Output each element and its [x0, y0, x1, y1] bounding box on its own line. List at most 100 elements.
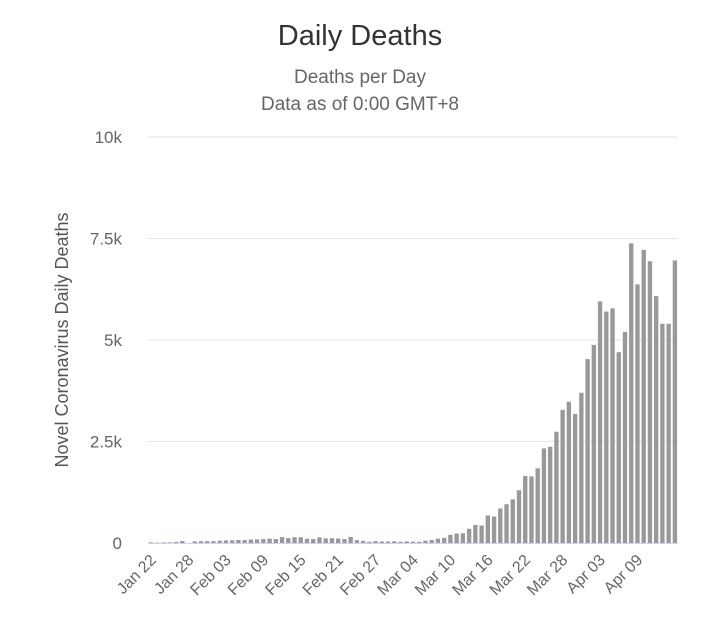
bar[interactable]: [161, 542, 166, 543]
bar[interactable]: [604, 311, 609, 543]
bar[interactable]: [329, 538, 335, 543]
bar[interactable]: [547, 446, 553, 543]
bar[interactable]: [211, 541, 216, 543]
bar[interactable]: [254, 539, 260, 543]
y-tick-label: 0: [113, 534, 122, 553]
bar[interactable]: [616, 352, 621, 543]
bar[interactable]: [360, 540, 366, 543]
bar[interactable]: [641, 249, 646, 543]
x-tick-label: Feb 15: [262, 552, 309, 599]
bar[interactable]: [410, 541, 416, 543]
bar[interactable]: [441, 537, 447, 543]
bar[interactable]: [491, 516, 497, 543]
bar[interactable]: [523, 476, 528, 543]
bar[interactable]: [292, 537, 297, 543]
bar[interactable]: [448, 534, 453, 543]
y-tick-label: 2.5k: [90, 433, 123, 452]
bar[interactable]: [385, 541, 391, 543]
bar[interactable]: [279, 537, 285, 543]
bar[interactable]: [579, 392, 584, 543]
bar[interactable]: [647, 261, 653, 543]
bar[interactable]: [504, 504, 509, 543]
bar[interactable]: [192, 541, 197, 543]
bar[interactable]: [404, 541, 409, 543]
bar[interactable]: [229, 540, 235, 543]
bar[interactable]: [516, 490, 522, 543]
bar[interactable]: [242, 540, 247, 543]
bar[interactable]: [373, 541, 378, 543]
bar[interactable]: [217, 540, 222, 543]
y-tick-label: 10k: [95, 128, 123, 147]
x-tick-label: Apr 03: [564, 552, 609, 597]
grid-lines: [148, 136, 678, 442]
x-tick-label: Jan 22: [114, 552, 160, 598]
bar[interactable]: [429, 539, 434, 543]
chart-subtitle: Deaths per Day: [293, 67, 426, 88]
bar[interactable]: [248, 539, 254, 543]
x-tick-label: Apr 09: [601, 552, 646, 597]
bar[interactable]: [560, 409, 565, 543]
bar[interactable]: [286, 538, 291, 543]
bar[interactable]: [566, 401, 572, 543]
bar[interactable]: [498, 508, 503, 543]
bar[interactable]: [629, 243, 634, 543]
bar[interactable]: [529, 476, 534, 543]
y-tick-label: 7.5k: [90, 230, 123, 249]
bar[interactable]: [541, 448, 547, 543]
bar[interactable]: [392, 541, 397, 543]
x-tick-label: Mar 22: [487, 552, 534, 599]
bar[interactable]: [317, 537, 322, 543]
bar[interactable]: [423, 540, 428, 543]
bar[interactable]: [479, 525, 484, 544]
bar[interactable]: [622, 331, 628, 543]
bar[interactable]: [335, 538, 341, 543]
bar[interactable]: [261, 539, 266, 543]
bar[interactable]: [653, 296, 659, 543]
bar[interactable]: [485, 515, 490, 543]
bar[interactable]: [591, 344, 596, 543]
x-tick-label: Feb 21: [300, 552, 347, 599]
bar[interactable]: [635, 284, 640, 543]
bar[interactable]: [454, 533, 459, 543]
bar[interactable]: [323, 538, 328, 543]
bar[interactable]: [597, 301, 603, 543]
bar[interactable]: [572, 413, 578, 543]
bar[interactable]: [180, 541, 185, 543]
y-axis-label: Novel Coronavirus Daily Deaths: [52, 212, 72, 467]
bar[interactable]: [473, 524, 478, 543]
bar[interactable]: [660, 323, 665, 543]
bar[interactable]: [398, 541, 403, 543]
bar[interactable]: [466, 528, 472, 543]
bar[interactable]: [510, 499, 515, 543]
x-tick-label: Mar 28: [524, 552, 571, 599]
bar[interactable]: [610, 308, 615, 543]
bar[interactable]: [435, 538, 441, 543]
bar[interactable]: [417, 541, 422, 543]
bar[interactable]: [460, 533, 466, 543]
bar[interactable]: [585, 359, 590, 543]
bar[interactable]: [354, 540, 360, 543]
bar[interactable]: [223, 540, 229, 543]
bar[interactable]: [267, 538, 272, 543]
bar[interactable]: [342, 539, 347, 543]
bar[interactable]: [298, 537, 303, 543]
bar[interactable]: [273, 539, 278, 543]
bar[interactable]: [236, 540, 241, 543]
bar[interactable]: [173, 541, 179, 543]
bar[interactable]: [167, 542, 172, 543]
bar[interactable]: [148, 542, 154, 543]
x-tick-label: Feb 03: [187, 552, 234, 599]
bar[interactable]: [554, 431, 559, 543]
bar[interactable]: [304, 538, 310, 543]
y-axis-ticks: 0 2.5k 5k 7.5k 10k: [90, 128, 123, 553]
bar[interactable]: [205, 541, 210, 543]
bar[interactable]: [535, 468, 540, 543]
bar[interactable]: [348, 536, 353, 543]
bar[interactable]: [198, 541, 204, 543]
bar[interactable]: [367, 541, 372, 543]
bar[interactable]: [672, 260, 678, 543]
bar[interactable]: [311, 539, 316, 543]
bar[interactable]: [666, 323, 671, 543]
bar[interactable]: [379, 541, 384, 544]
